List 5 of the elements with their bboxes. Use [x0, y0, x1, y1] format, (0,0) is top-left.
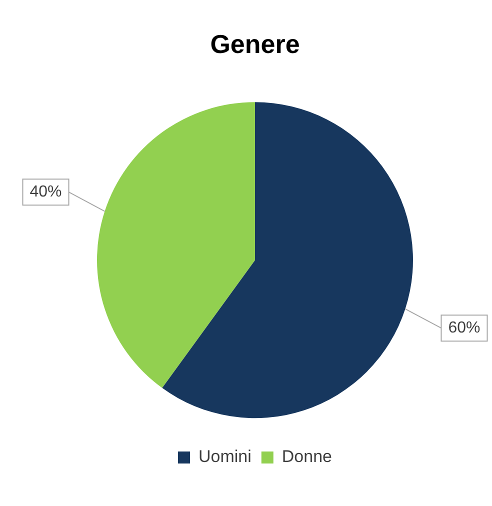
- chart-title: Genere: [210, 28, 300, 59]
- data-label: 60%: [448, 319, 480, 336]
- legend-label: Uomini: [198, 447, 252, 466]
- data-label: 40%: [30, 184, 62, 201]
- legend-label: Donne: [282, 447, 332, 466]
